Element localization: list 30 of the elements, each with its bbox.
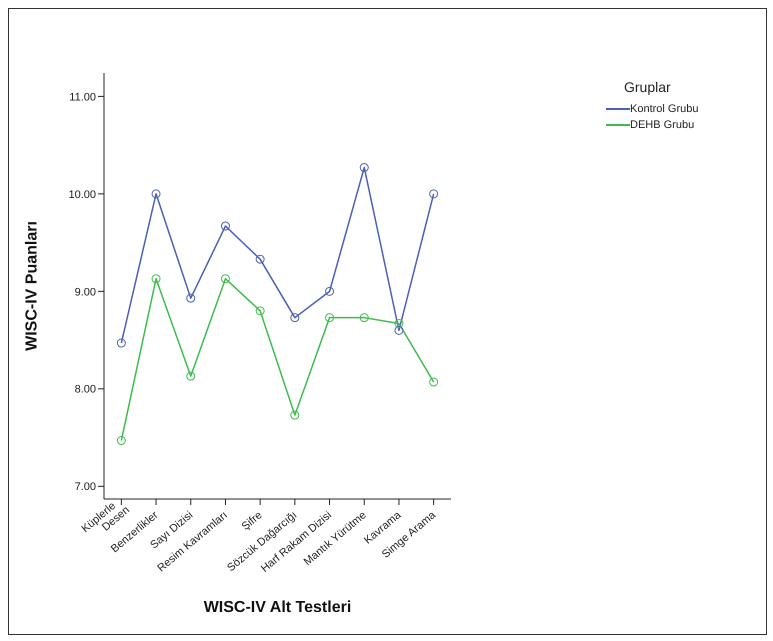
point (152, 274, 161, 284)
point (152, 189, 161, 198)
point (116, 436, 126, 446)
point (429, 189, 438, 198)
point (290, 313, 300, 322)
point (325, 313, 334, 322)
point (325, 286, 334, 296)
point (360, 313, 369, 322)
y-tick-label: 8.00 (74, 384, 96, 396)
point (186, 372, 196, 381)
y-tick-label: 7.00 (74, 481, 96, 494)
x-axis-title: WISC-IV Alt Testleri (204, 599, 352, 616)
point (429, 378, 438, 387)
legend-label: Kontrol Grubu (630, 103, 698, 115)
point (394, 319, 404, 328)
y-axis-title: WISC-IV Puanları (24, 221, 41, 351)
legend-title: Gruplar (624, 79, 672, 95)
point (116, 338, 126, 348)
point (360, 163, 369, 172)
y-tick-label: 10.00 (68, 188, 96, 201)
point (256, 254, 265, 264)
y-tick-label: 9.00 (74, 286, 96, 298)
point (290, 410, 300, 420)
point (256, 306, 265, 316)
legend-label: DEHB Grubu (630, 119, 694, 131)
point (394, 326, 404, 335)
point (220, 222, 230, 231)
point (186, 294, 196, 303)
y-tick-label: 11.00 (69, 91, 96, 104)
point (220, 274, 230, 284)
